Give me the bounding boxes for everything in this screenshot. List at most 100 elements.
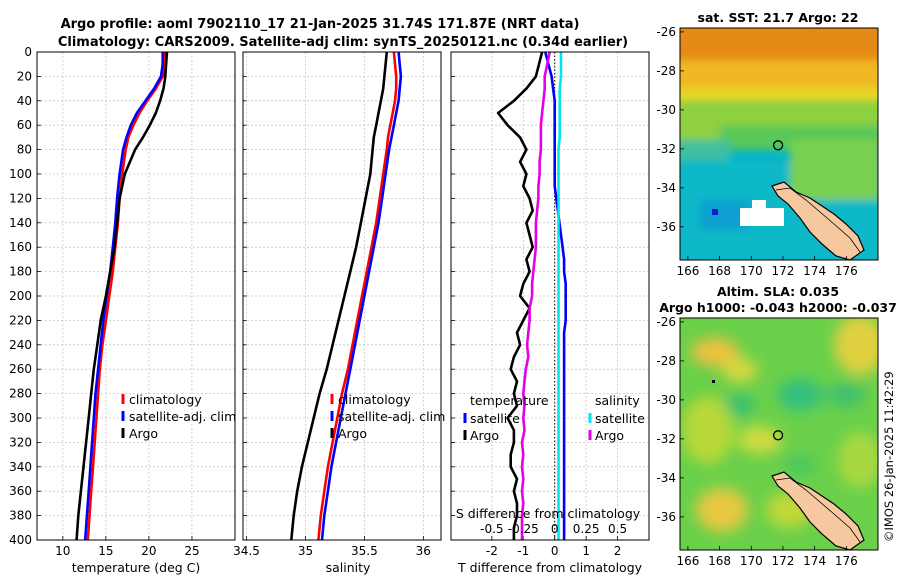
x-tick-label: 10: [55, 544, 70, 558]
s-tick-label: 0.5: [608, 522, 627, 536]
legend-temperature-heading: temperature: [470, 393, 549, 408]
y-tick-label: 280: [9, 387, 32, 401]
map-x-tick-label: 168: [708, 554, 731, 568]
legend-label: climatology: [338, 392, 411, 407]
sst-field: [680, 28, 878, 260]
y-tick-label: 120: [9, 191, 32, 205]
y-tick-label: 200: [9, 289, 32, 303]
s-satellite-line: [557, 52, 563, 540]
s-tick-label: 0.25: [573, 522, 600, 536]
s-tick-label: -0.25: [508, 522, 539, 536]
x-tick-label: 25: [184, 544, 199, 558]
y-tick-label: 340: [9, 460, 32, 474]
map-x-tick-label: 168: [708, 264, 731, 278]
sla-map-panel: Altim. SLA: 0.035 Argo h1000: -0.043 h20…: [656, 284, 896, 568]
map-y-tick-label: -32: [656, 432, 676, 446]
x-tick-label: 1: [582, 544, 590, 558]
legend-label: satellite-adj. clim: [129, 409, 236, 424]
map-x-tick-label: 166: [676, 554, 699, 568]
y-tick-label: 380: [9, 509, 32, 523]
y-tick-label: 180: [9, 265, 32, 279]
legend-label: climatology: [129, 392, 202, 407]
y-tick-label: 100: [9, 167, 32, 181]
temperature-profile-panel: 0 20 40 60 80 100 120 140 160 180 200 220 240 260 280 3…: [9, 45, 236, 575]
y-tick-label: 240: [9, 338, 32, 352]
difference-profile-panel: -2 -1 0 1 2 S difference from climatology-0.5…: [450, 51, 650, 575]
s-tick-label: -0.5: [480, 522, 503, 536]
sla-new-zealand-land: [771, 471, 865, 550]
map-x-tick-label: 174: [803, 264, 826, 278]
x-tick-label: 2: [614, 544, 622, 558]
new-zealand-land: [771, 181, 865, 260]
map-x-tick-label: 170: [740, 264, 763, 278]
sst-map-title: sat. SST: 21.7 Argo: 22: [698, 10, 859, 25]
y-tick-label: 400: [9, 533, 32, 547]
x-tick-label: 36: [416, 544, 431, 558]
map-y-tick-label: -26: [656, 315, 676, 329]
legend-salinity-heading: salinity: [595, 393, 640, 408]
t-argo-line: [496, 52, 544, 540]
map-y-tick-label: -28: [656, 354, 676, 368]
map-y-tick-label: -34: [656, 181, 676, 195]
figure-title-line1: Argo profile: aoml 7902110_17 21-Jan-202…: [61, 17, 580, 32]
map-y-tick-label: -26: [656, 25, 676, 39]
legend-label: satellite: [470, 411, 520, 426]
y-tick-label: 40: [17, 94, 32, 108]
map-x-tick-label: 176: [835, 264, 858, 278]
salinity-line-satellite: [320, 52, 403, 540]
salinity-line-argo: [290, 52, 389, 540]
y-tick-label: 160: [9, 240, 32, 254]
t-satellite-line: [544, 52, 567, 540]
x-tick-label: 35: [298, 544, 313, 558]
x-tick-label: 20: [141, 544, 156, 558]
legend-label: satellite-adj. clim: [338, 409, 445, 424]
map-y-tick-label: -36: [656, 220, 676, 234]
temperature-line-argo: [75, 52, 169, 540]
legend-label: Argo: [470, 428, 499, 443]
y-tick-label: 260: [9, 362, 32, 376]
x-tick-label: -2: [486, 544, 498, 558]
legend-label: satellite: [595, 411, 645, 426]
map-x-tick-label: 174: [803, 554, 826, 568]
map-y-tick-label: -36: [656, 510, 676, 524]
y-tick-label: 360: [9, 484, 32, 498]
difference-axes-frame: [450, 51, 650, 541]
map-x-tick-label: 170: [740, 554, 763, 568]
map-y-tick-label: -34: [656, 471, 676, 485]
x-tick-label: 0: [551, 544, 559, 558]
y-tick-label: 20: [17, 69, 32, 83]
timestamp: ©IMOS 26-Jan-2025 11:42:29: [882, 371, 896, 542]
sst-missing-data: [740, 208, 784, 226]
figure-title-line2: Climatology: CARS2009. Satellite-adj cli…: [58, 35, 628, 50]
y-tick-label: 60: [17, 118, 32, 132]
map-y-tick-label: -30: [656, 103, 676, 117]
sst-map-panel: sat. SST: 21.7 Argo: 22 166 168: [656, 10, 879, 278]
salinity-x-label: salinity: [326, 560, 371, 575]
legend-label: Argo: [595, 428, 624, 443]
temperature-line-satellite: [83, 52, 164, 540]
salinity-profile-panel: 34.5 35 35.5 36 climatology satellite-adj. cl…: [233, 51, 445, 575]
y-tick-label: 0: [24, 45, 32, 59]
sst-argo-marker: [772, 140, 784, 151]
map-x-tick-label: 172: [772, 554, 795, 568]
map-x-tick-label: 172: [772, 264, 795, 278]
y-tick-label: 140: [9, 216, 32, 230]
map-y-tick-label: -28: [656, 64, 676, 78]
map-y-tick-label: -32: [656, 142, 676, 156]
s-difference-label: S difference from climatology: [456, 506, 641, 521]
map-x-tick-label: 166: [676, 264, 699, 278]
s-argo-line: [520, 52, 551, 540]
y-tick-label: 300: [9, 411, 32, 425]
y-tick-label: 320: [9, 435, 32, 449]
y-tick-label: 80: [17, 143, 32, 157]
s-tick-label: 0: [551, 522, 559, 536]
sla-map-title-line1: Altim. SLA: 0.035: [717, 284, 839, 299]
temperature-x-label: temperature (deg C): [72, 560, 201, 575]
x-tick-label: 34.5: [233, 544, 260, 558]
x-tick-label: 15: [98, 544, 113, 558]
temperature-axes-frame: [36, 51, 236, 541]
sla-argo-marker: [772, 430, 784, 441]
x-tick-label: -1: [517, 544, 529, 558]
x-tick-label: 35.5: [351, 544, 378, 558]
